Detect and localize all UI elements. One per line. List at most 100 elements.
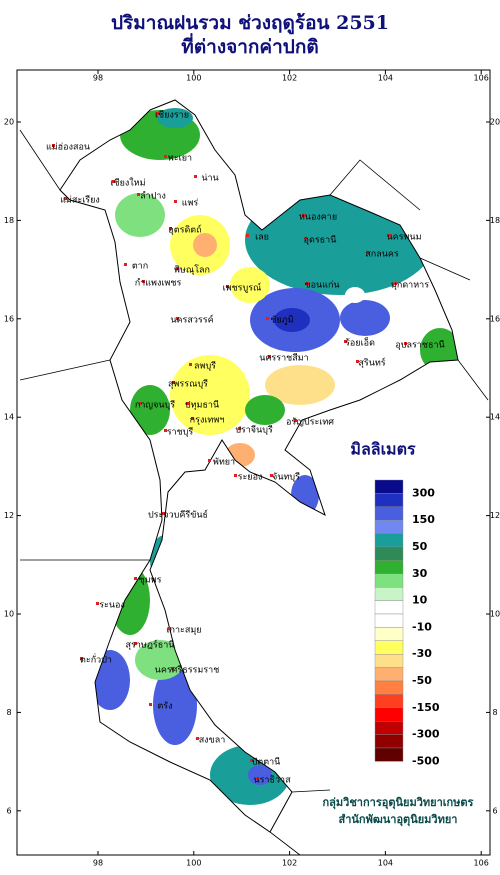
station-dot xyxy=(168,627,171,630)
lat-tick-label: 20 xyxy=(4,118,14,127)
place-label: ชุมพร xyxy=(139,576,162,586)
station-dot xyxy=(124,263,127,266)
place-label: ปทุมธานี xyxy=(185,400,219,411)
lon-tick-label: 102 xyxy=(282,74,297,83)
place-label: นครศรีธรรมราช xyxy=(155,665,220,676)
legend-label: -10 xyxy=(412,620,432,633)
place-label: อรัญประเทศ xyxy=(286,418,334,428)
legend-swatch xyxy=(374,573,404,588)
place-label: ชัยภูมิ xyxy=(270,315,293,326)
legend-swatch xyxy=(374,546,404,561)
lon-tick-label: 102 xyxy=(282,859,297,868)
place-label: หนองคาย xyxy=(299,213,337,223)
station-dot xyxy=(64,197,67,200)
station-dot xyxy=(156,112,159,115)
lat-tick-label: 14 xyxy=(490,413,500,422)
legend-swatch xyxy=(374,493,404,507)
credit-line-1: กลุ่มวิชาการอุตุนิยมวิทยาเกษตร xyxy=(323,796,474,810)
place-label: อุตรดิตถ์ xyxy=(168,224,201,236)
credit-line-2: สำนักพัฒนาอุตุนิยมวิทยา xyxy=(339,813,458,827)
place-label: ร้อยเอ็ด xyxy=(345,336,375,349)
station-dot xyxy=(164,429,167,432)
legend-swatch xyxy=(374,479,404,494)
place-label: เลย xyxy=(255,233,269,243)
station-dot xyxy=(80,657,83,660)
legend-swatch xyxy=(374,707,404,722)
title-line-1: ปริมาณฝนรวม ช่วงฤดูร้อน 2551 xyxy=(111,12,389,35)
legend-swatch xyxy=(374,667,404,682)
legend-swatch xyxy=(374,613,404,628)
lat-tick-label: 12 xyxy=(490,511,500,520)
lat-tick-label: 14 xyxy=(4,413,14,422)
station-dot xyxy=(194,175,197,178)
neighbor-borders xyxy=(19,129,489,856)
place-label: ระยอง xyxy=(238,473,263,483)
place-label: สุรินทร์ xyxy=(358,357,385,369)
place-label: สุราษฎร์ธานี xyxy=(126,639,175,651)
station-dot xyxy=(256,777,259,780)
legend-label: -500 xyxy=(412,754,440,767)
legend-label: 50 xyxy=(412,540,428,553)
place-label: พิษณุโลก xyxy=(174,265,210,276)
place-label: จันทบุรี xyxy=(272,472,300,483)
station-dot xyxy=(196,737,199,740)
station-dot xyxy=(388,234,391,237)
place-label: สงขลา xyxy=(199,736,226,746)
station-dot xyxy=(266,317,269,320)
place-label: อุบลราชธานี xyxy=(395,340,444,351)
legend-label: -30 xyxy=(412,647,432,660)
place-label: มุกดาหาร xyxy=(391,281,429,291)
station-dot xyxy=(52,144,55,147)
place-label: เชียงราย xyxy=(155,110,189,121)
station-dot xyxy=(246,234,249,237)
place-label: กรุงเทพฯ xyxy=(190,416,225,426)
station-dot xyxy=(142,280,145,283)
legend-swatch xyxy=(374,627,404,642)
place-label: เชียงใหม่ xyxy=(110,178,145,189)
place-label: แม่สะเรียง xyxy=(60,195,100,206)
station-dot xyxy=(394,282,397,285)
station-dot xyxy=(238,427,241,430)
station-dot xyxy=(134,577,137,580)
legend-label: 30 xyxy=(412,567,428,580)
place-label: ขอนแก่น xyxy=(304,281,339,291)
place-label: ปัตตานี xyxy=(252,757,281,768)
station-dot xyxy=(250,759,253,762)
station-dot xyxy=(137,193,140,196)
station-dot xyxy=(344,340,347,343)
station-dot xyxy=(302,214,305,217)
station-dot xyxy=(356,360,359,363)
lon-tick-label: 98 xyxy=(93,74,103,83)
station-dot xyxy=(134,642,137,645)
station-dot xyxy=(189,363,192,366)
legend-swatch xyxy=(374,640,404,655)
place-label: สุพรรณบุรี xyxy=(168,379,208,390)
legend-swatch xyxy=(374,560,404,575)
lat-tick-label: 20 xyxy=(490,118,500,127)
place-label: ตะกั่วป่า xyxy=(80,653,112,666)
lat-tick-label: 10 xyxy=(490,610,500,619)
station-dot xyxy=(176,317,179,320)
station-dot xyxy=(172,381,175,384)
station-dot xyxy=(162,512,165,515)
lat-tick-label: 10 xyxy=(4,610,14,619)
legend-label: -50 xyxy=(412,674,432,687)
station-dot xyxy=(268,355,271,358)
legend-swatch xyxy=(374,680,404,695)
lat-tick-label: 8 xyxy=(6,708,11,717)
lon-tick-label: 106 xyxy=(474,74,489,83)
place-label: นครสวรรค์ xyxy=(170,314,213,326)
legend-swatch xyxy=(374,747,404,762)
place-label: น่าน xyxy=(201,174,218,184)
lat-tick-label: 18 xyxy=(4,216,14,225)
legend-swatch xyxy=(374,654,404,668)
lat-tick-label: 18 xyxy=(490,216,500,225)
lon-tick-label: 104 xyxy=(378,74,393,83)
place-label: นครพนม xyxy=(386,233,421,243)
legend-title: มิลลิเมตร xyxy=(350,440,416,459)
legend-label: -300 xyxy=(412,728,440,741)
place-label: นครราชสีมา xyxy=(259,353,308,364)
legend-swatch xyxy=(374,734,404,749)
place-label: ปราจีนบุรี xyxy=(235,425,273,436)
